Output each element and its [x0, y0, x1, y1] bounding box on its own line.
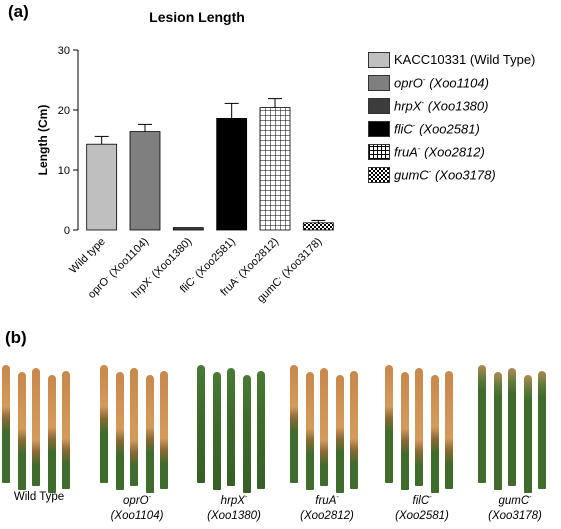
leaf [385, 365, 393, 483]
leaf-group [100, 365, 180, 493]
leaf [336, 375, 344, 493]
legend-label: hrpX- (Xoo1380) [394, 97, 489, 114]
legend-swatch [368, 166, 390, 183]
leaf [401, 372, 409, 490]
leaf-caption: Wild Type [13, 491, 65, 503]
legend-label: fruA- (Xoo2812) [394, 143, 485, 160]
leaf-caption: oprO- (Xoo1104) [110, 494, 164, 522]
leaf [431, 375, 439, 493]
legend-swatch [368, 120, 390, 137]
leaf [538, 371, 546, 489]
leaf-caption: hrpX- (Xoo1380) [207, 494, 261, 522]
leaf [130, 368, 138, 486]
leaf-caption: filC- (Xoo2581) [395, 494, 449, 522]
legend: KACC10331 (Wild Type) oprO- (Xoo1104) hrpX… [368, 50, 561, 188]
chart-title: Lesion Length [149, 9, 245, 25]
leaf [445, 371, 453, 489]
leaf [146, 375, 154, 493]
legend-label: oprO- (Xoo1104) [394, 74, 489, 91]
y-tick-label: 0 [64, 225, 70, 237]
bar [86, 143, 118, 231]
leaf [320, 368, 328, 486]
legend-label: gumC- (Xoo3178) [394, 166, 496, 183]
bar [259, 107, 291, 231]
legend-swatch [368, 51, 390, 68]
leaf [213, 372, 221, 490]
y-tick-label: 20 [58, 105, 70, 117]
leaf [350, 371, 358, 489]
leaf [48, 375, 56, 493]
leaf-group [290, 365, 370, 493]
legend-item: hrpX- (Xoo1380) [368, 96, 561, 115]
leaf [227, 368, 235, 486]
bar [172, 227, 204, 231]
legend-item: KACC10331 (Wild Type) [368, 50, 561, 69]
bar [302, 222, 334, 231]
leaf-group [385, 365, 465, 493]
legend-swatch [368, 97, 390, 114]
leaf [524, 375, 532, 493]
leaf [508, 368, 516, 486]
bar [216, 118, 248, 231]
legend-item: fruA- (Xoo2812) [368, 142, 561, 161]
leaf [197, 365, 205, 483]
leaf [243, 375, 251, 493]
legend-swatch [368, 143, 390, 160]
legend-label: fliC- (Xoo2581) [394, 120, 480, 137]
leaf-caption: fruA- (Xoo2812) [300, 494, 354, 522]
leaf-group [197, 365, 277, 493]
leaf-caption: gumC- (Xoo3178) [488, 494, 542, 522]
leaf-group [2, 365, 82, 493]
leaf [2, 365, 10, 483]
y-tick-label: 30 [58, 45, 70, 57]
panel-a-label: (a) [8, 2, 29, 21]
legend-item: gumC- (Xoo3178) [368, 165, 561, 184]
legend-item: fliC- (Xoo2581) [368, 119, 561, 138]
leaf [306, 372, 314, 490]
leaf-group [478, 365, 558, 493]
leaf [100, 365, 108, 483]
panel-b-label: (b) [5, 328, 27, 347]
leaf [160, 371, 168, 489]
leaf [494, 372, 502, 490]
legend-label: KACC10331 (Wild Type) [394, 52, 536, 67]
leaf [18, 372, 26, 490]
legend-swatch [368, 74, 390, 91]
leaf [415, 368, 423, 486]
x-tick-label: Wild type [67, 236, 107, 276]
leaf [116, 372, 124, 490]
y-axis-title: Length (Cm) [36, 105, 50, 176]
leaf [290, 365, 298, 483]
y-tick-label: 10 [58, 165, 70, 177]
legend-item: oprO- (Xoo1104) [368, 73, 561, 92]
leaf [257, 371, 265, 489]
leaf [62, 371, 70, 489]
bar [129, 131, 161, 231]
leaf [32, 368, 40, 486]
leaf [478, 365, 486, 483]
